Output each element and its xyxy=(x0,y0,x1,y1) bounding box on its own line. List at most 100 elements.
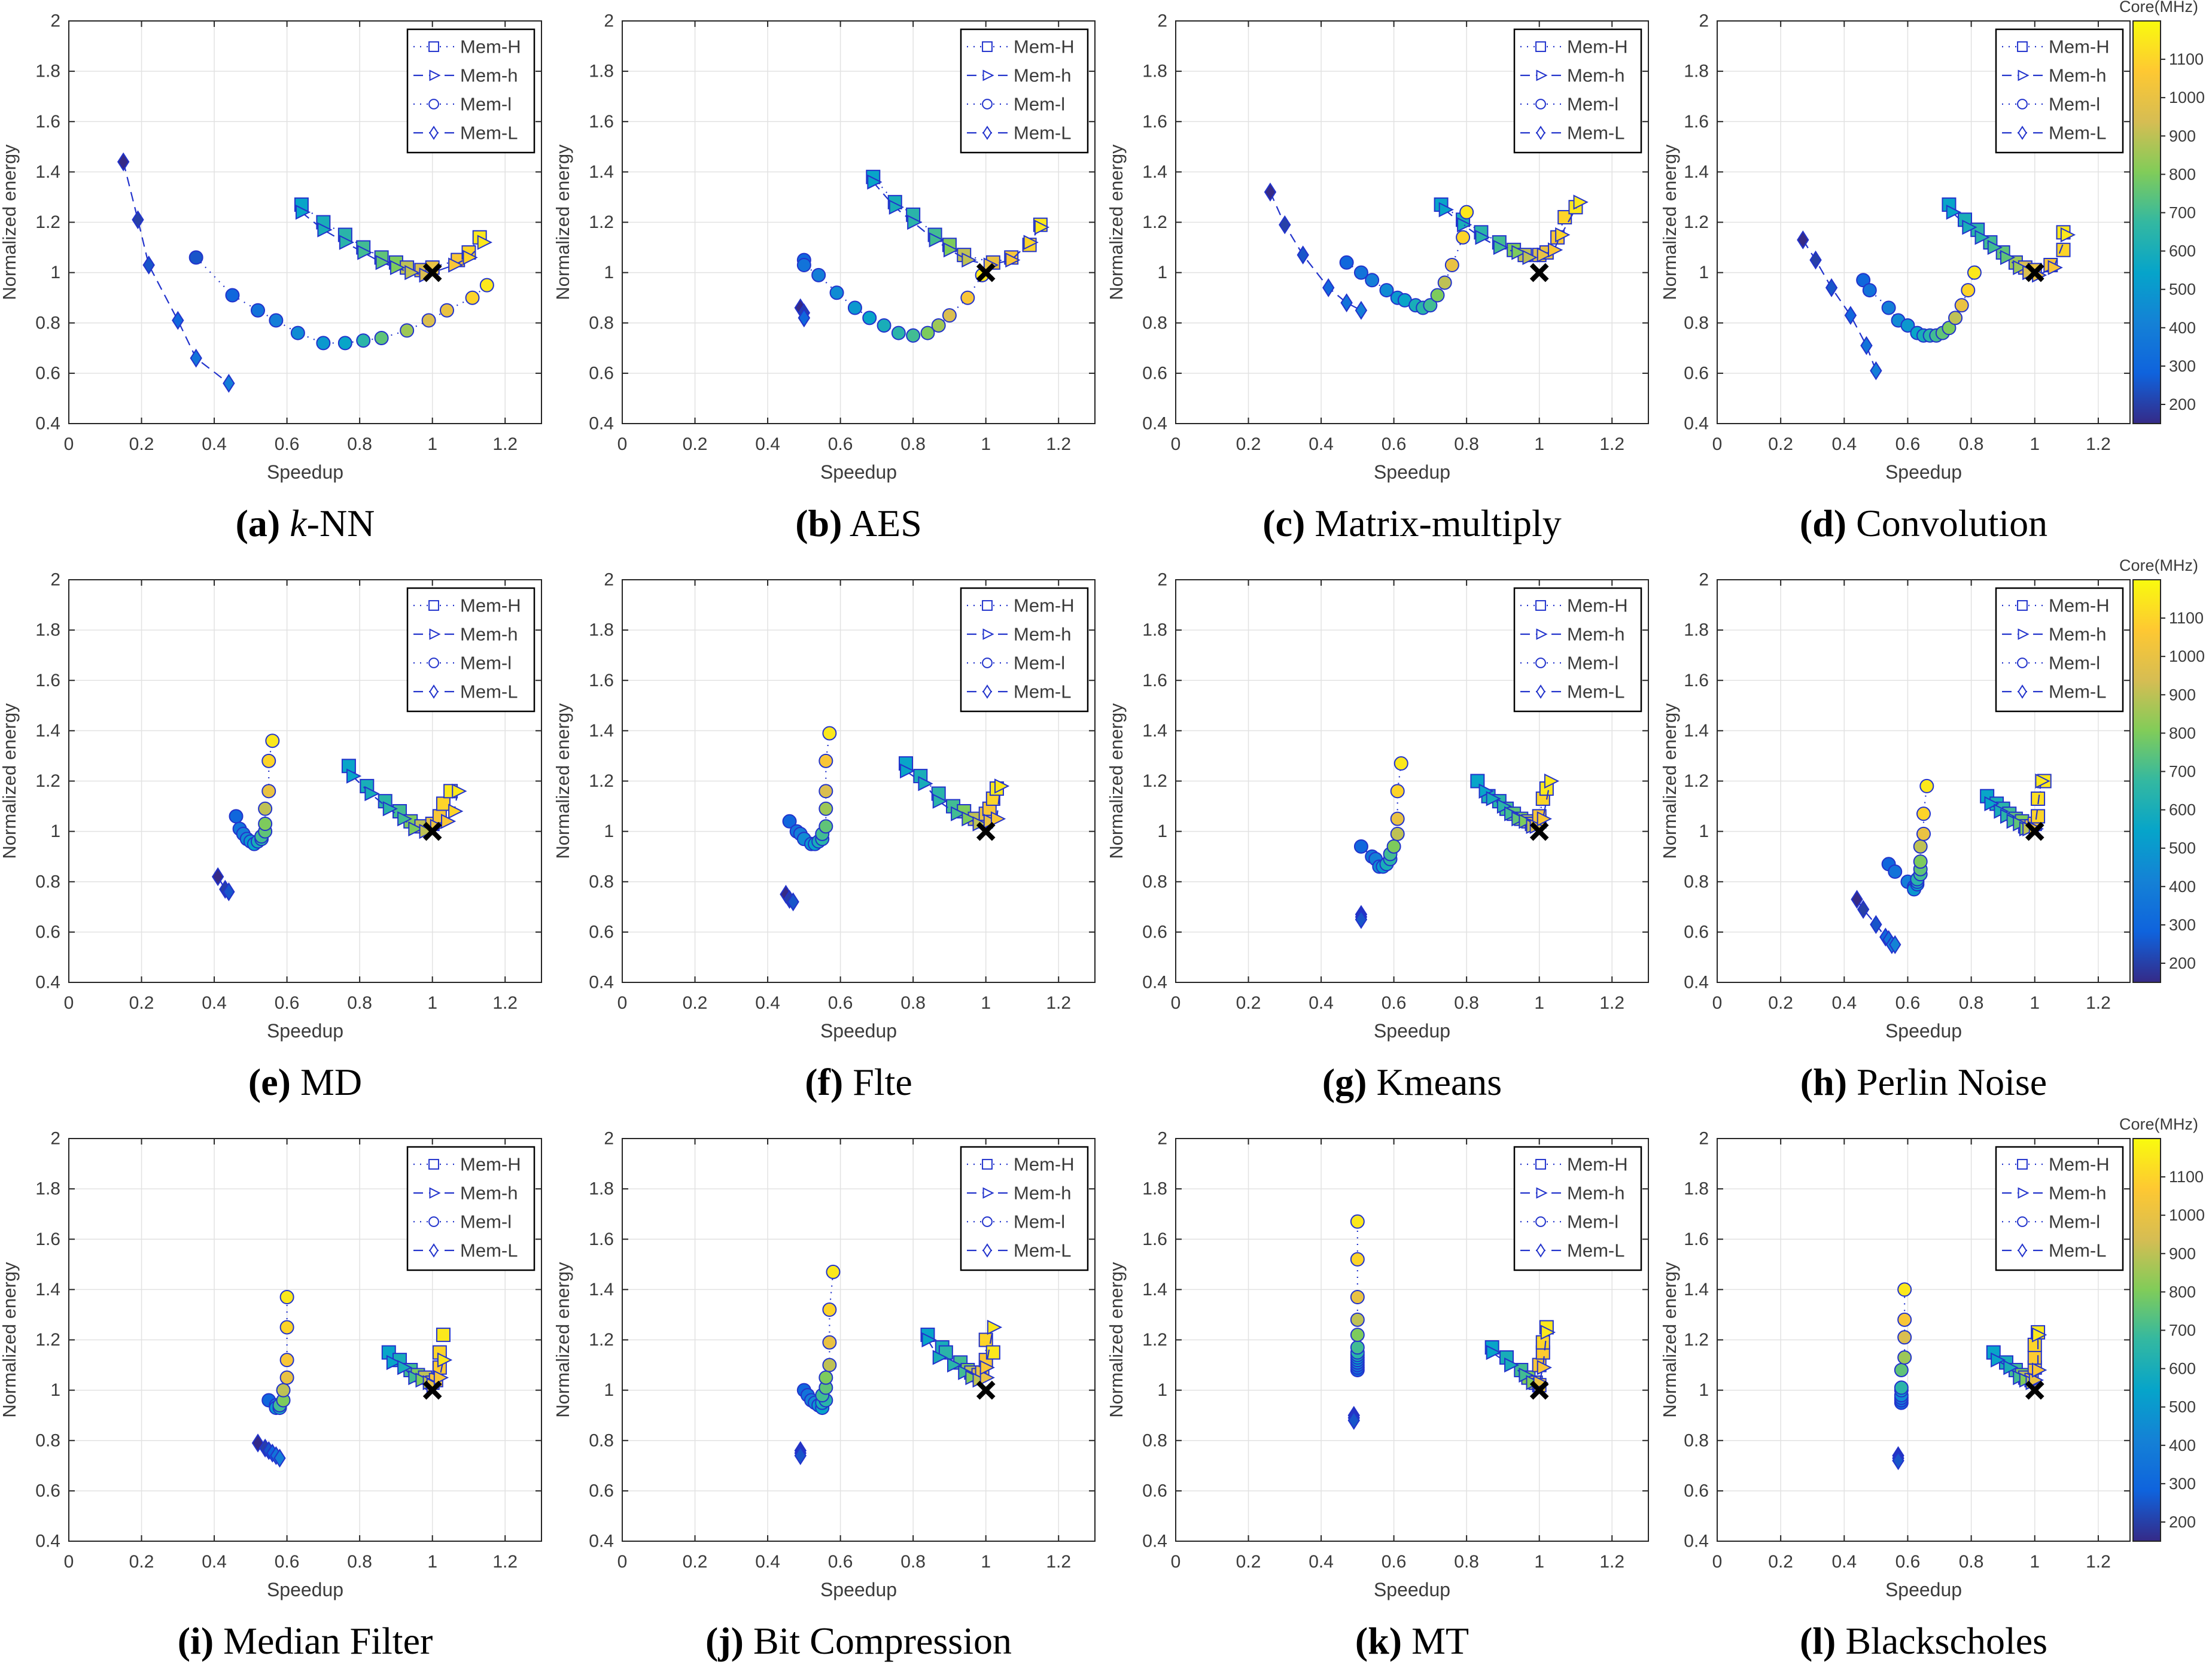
legend-label-Mem-h: Mem-h xyxy=(1567,65,1624,86)
circle-marker xyxy=(796,258,811,273)
colorbar-title: Core(MHz) xyxy=(2119,559,2198,574)
x-tick-label: 0.2 xyxy=(1236,993,1261,1013)
triangle-marker xyxy=(408,1369,424,1386)
baseline-x-marker xyxy=(422,821,442,841)
circle-marker xyxy=(1456,230,1471,245)
y-tick-label: 1.2 xyxy=(589,212,614,232)
y-tick-label: 0.6 xyxy=(1142,922,1167,942)
legend-label-Mem-h: Mem-h xyxy=(1014,624,1071,645)
circle-marker xyxy=(337,336,352,351)
legend-label-Mem-L: Mem-L xyxy=(1014,1240,1071,1261)
gridlines xyxy=(1717,21,2130,424)
diamond-marker xyxy=(798,308,811,328)
x-tick-label: 1.2 xyxy=(1046,993,1071,1013)
colorbar-title: Core(MHz) xyxy=(2119,1118,2198,1133)
diamond-marker xyxy=(223,882,235,902)
y-tick-label: 1.8 xyxy=(1684,620,1709,640)
colorbar-tick-label: 800 xyxy=(2169,1283,2196,1301)
x-tick-label: 1.2 xyxy=(492,993,518,1013)
circle-marker xyxy=(1916,826,1931,841)
y-axis-label: Normalized energy xyxy=(0,144,20,300)
y-tick-label: 1.2 xyxy=(1142,1330,1167,1350)
triangle-marker xyxy=(1475,230,1490,245)
y-tick-label: 2 xyxy=(50,11,60,31)
triangle-marker xyxy=(947,1357,963,1373)
colorbar-tick-label: 700 xyxy=(2169,203,2196,221)
circle-marker xyxy=(1862,283,1877,298)
circle-marker xyxy=(960,290,975,305)
series-Mem-h xyxy=(1991,1327,2047,1390)
x-axis-label: Speedup xyxy=(267,461,343,483)
triangle-marker xyxy=(1962,220,1977,235)
triangle-marker xyxy=(1536,69,1548,81)
triangle-marker xyxy=(900,763,915,779)
legend-label-Mem-L: Mem-L xyxy=(2049,681,2106,702)
diamond-marker xyxy=(1797,230,1809,249)
triangle-marker xyxy=(958,1365,973,1380)
triangle-marker xyxy=(463,249,478,266)
chart-j: 0 0.2 0.4 0.6 0.8 1 1.2 0.4 0.6 0.8 1 1.2 1.4 1.6 1.8 2… xyxy=(552,1129,1096,1600)
series-Mem-L xyxy=(117,152,235,393)
legend-label-Mem-H: Mem-H xyxy=(1014,1154,1075,1175)
diamond-marker xyxy=(1889,935,1901,954)
y-tick-label: 1.4 xyxy=(35,1280,60,1299)
circle-marker xyxy=(1897,1330,1912,1345)
circle-marker xyxy=(1430,288,1445,303)
baseline-x-marker xyxy=(422,1380,442,1400)
axis-labels: 0 0.2 0.4 0.6 0.8 1 1.2 0.4 0.6 0.8 1 1.2 1.4 1.6 1.8 2… xyxy=(1106,1129,1624,1601)
x-tick-label: 0.6 xyxy=(1382,993,1407,1013)
x-tick-label: 0.2 xyxy=(1236,434,1261,454)
series-Mem-L xyxy=(1797,230,1882,381)
circle-marker xyxy=(1379,283,1394,298)
y-tick-label: 1.6 xyxy=(1684,1229,1709,1249)
y-tick-label: 1.6 xyxy=(1142,112,1167,132)
x-tick-label: 0.8 xyxy=(1454,434,1479,454)
triangle-marker xyxy=(2018,1187,2030,1199)
y-tick-label: 1.6 xyxy=(1684,671,1709,690)
chart-d: 0 0.2 0.4 0.6 0.8 1 1.2 0.4 0.6 0.8 1 1.2 1.4 1.6 1.8 2… xyxy=(1659,0,2205,483)
y-tick-label: 1.6 xyxy=(589,1229,614,1249)
circle-marker xyxy=(428,1216,439,1227)
y-tick-label: 2 xyxy=(1157,1129,1167,1149)
y-tick-label: 1.2 xyxy=(1142,212,1167,232)
circle-marker xyxy=(1948,311,1963,325)
triangle-marker xyxy=(1486,1344,1501,1361)
triangle-marker xyxy=(1493,239,1509,255)
y-tick-label: 0.6 xyxy=(589,363,614,383)
baseline-x-marker xyxy=(976,1380,996,1400)
circle-marker xyxy=(931,318,946,333)
x-tick-label: 1 xyxy=(2030,1552,2040,1572)
x-tick-label: 0.6 xyxy=(275,993,300,1013)
y-tick-label: 0.8 xyxy=(1684,313,1709,333)
y-tick-label: 1 xyxy=(1157,821,1167,841)
diamond-marker xyxy=(1536,1243,1545,1258)
triangle-marker xyxy=(2032,1327,2047,1343)
x-tick-label: 1 xyxy=(2030,993,2040,1013)
y-tick-label: 0.4 xyxy=(35,414,60,434)
legend-label-Mem-l: Mem-l xyxy=(2049,94,2100,115)
circle-marker xyxy=(782,814,797,829)
triangle-marker xyxy=(429,69,441,81)
colorbar-title: Core(MHz) xyxy=(2119,0,2198,16)
y-tick-label: 0.8 xyxy=(589,872,614,891)
subplot-cell-d: 0 0.2 0.4 0.6 0.8 1 1.2 0.4 0.6 0.8 1 1.2 1.4 1.6 1.8 2… xyxy=(1659,0,2212,559)
diamond-marker xyxy=(982,126,992,140)
x-tick-label: 0.8 xyxy=(1454,993,1479,1013)
y-tick-label: 2 xyxy=(50,1129,60,1149)
series-Mem-L xyxy=(1347,1405,1360,1430)
x-tick-label: 0.2 xyxy=(1236,1552,1261,1572)
y-tick-label: 0.4 xyxy=(35,973,60,993)
colorbar-tick-label: 800 xyxy=(2169,165,2196,183)
series-Mem-l xyxy=(782,726,837,851)
triangle-marker xyxy=(382,801,398,817)
triangle-marker xyxy=(1984,796,2000,811)
subplot-cell-f: 0 0.2 0.4 0.6 0.8 1 1.2 0.4 0.6 0.8 1 1.2 1.4 1.6 1.8 2… xyxy=(552,559,1107,1118)
x-tick-label: 0.2 xyxy=(1768,993,1793,1013)
square-marker xyxy=(985,1345,1000,1360)
colorbar-tick-label: 700 xyxy=(2169,762,2196,780)
triangle-marker xyxy=(386,1355,402,1370)
x-axis-label: Speedup xyxy=(267,1579,343,1600)
legend-label-Mem-L: Mem-L xyxy=(460,681,518,702)
triangle-marker xyxy=(1486,791,1501,806)
